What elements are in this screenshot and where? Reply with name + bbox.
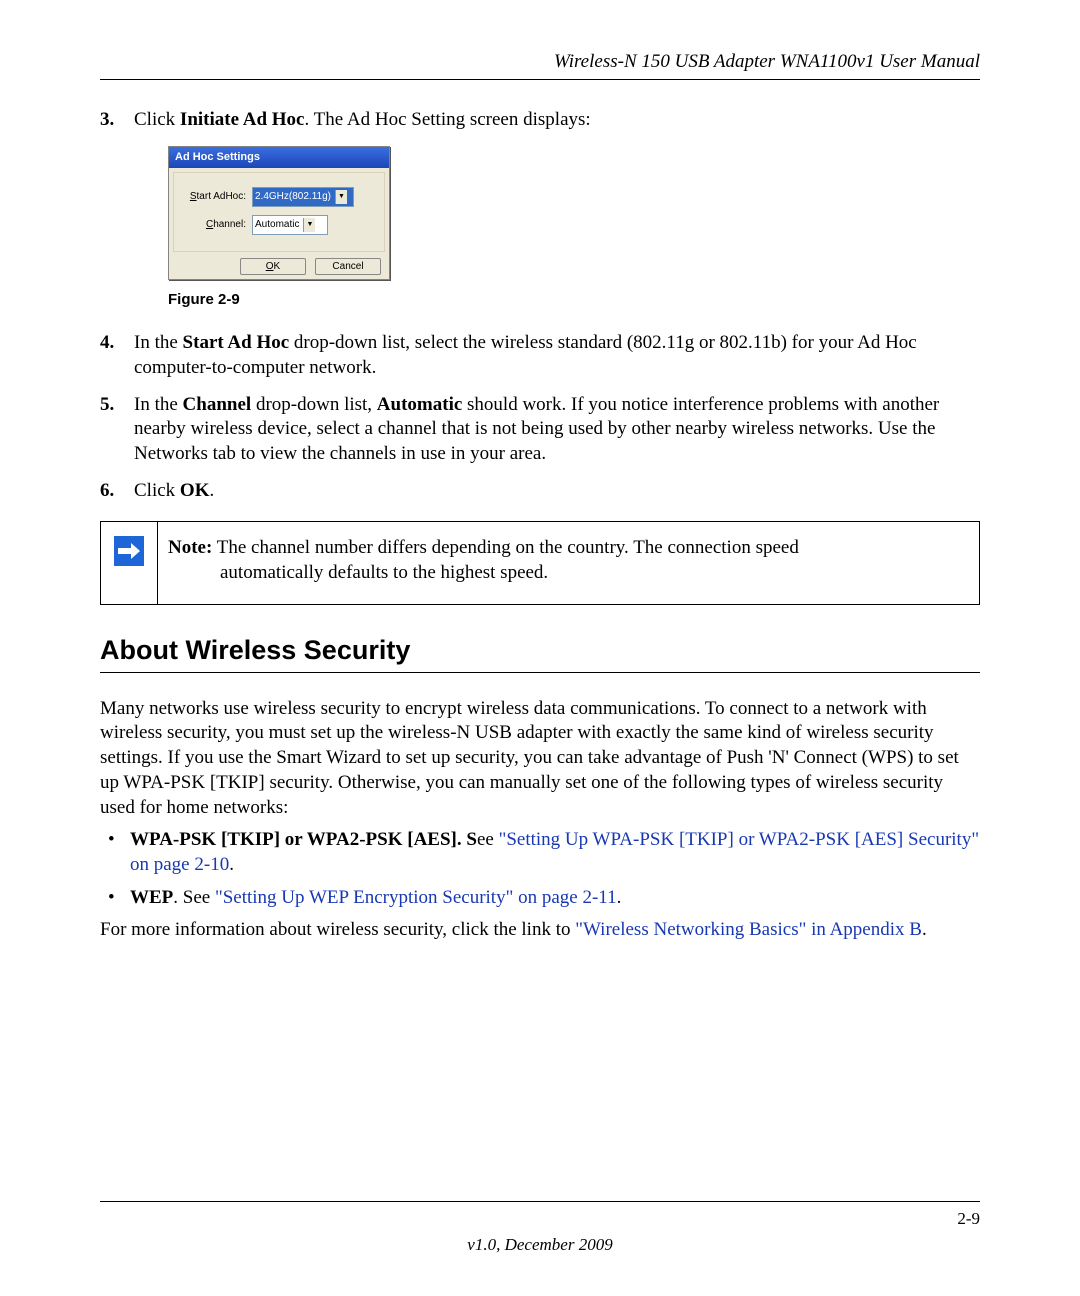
bullet-wep: WEP. See "Setting Up WEP Encryption Secu… <box>100 886 980 911</box>
step-5-t2: drop-down list, <box>251 394 377 415</box>
header-title: Wireless-N 150 USB Adapter WNA1100v1 Use… <box>100 50 980 75</box>
step-5: 5. In the Channel drop-down list, Automa… <box>100 393 980 467</box>
ok-button[interactable]: OK <box>240 258 306 275</box>
step-6: 6. Click OK. <box>100 479 980 504</box>
step-6-b1: OK <box>180 480 210 501</box>
step-3-post: . The Ad Hoc Setting screen displays: <box>304 109 590 130</box>
step-5-b1: Channel <box>183 394 252 415</box>
step-3-bold: Initiate Ad Hoc <box>180 109 305 130</box>
channel-value: Automatic <box>255 218 299 231</box>
footer-rule <box>100 1201 980 1202</box>
footer: 2-9 v1.0, December 2009 <box>100 1201 980 1256</box>
section-para2: For more information about wireless secu… <box>100 918 980 943</box>
step-4-b1: Start Ad Hoc <box>183 332 290 353</box>
section-para1: Many networks use wireless security to e… <box>100 697 980 820</box>
dropdown-icon: ▼ <box>303 218 315 232</box>
cancel-button[interactable]: Cancel <box>315 258 381 275</box>
arrow-right-icon <box>114 536 144 566</box>
para2-a: For more information about wireless secu… <box>100 919 575 940</box>
note-text: Note: The channel number differs dependi… <box>158 522 823 603</box>
bullet-wpa: WPA-PSK [TKIP] or WPA2-PSK [AES]. See "S… <box>100 828 980 877</box>
channel-label: Channel: <box>184 218 246 231</box>
step-3: 3. Click Initiate Ad Hoc. The Ad Hoc Set… <box>100 108 980 309</box>
start-adhoc-select[interactable]: 2.4GHz(802.11g) ▼ <box>252 187 354 207</box>
para2-b: . <box>922 919 927 940</box>
step-3-num: 3. <box>100 108 114 133</box>
note-icon-cell <box>101 522 158 603</box>
dialog-titlebar: Ad Hoc Settings <box>169 147 389 167</box>
step-4-t1: In the <box>134 332 183 353</box>
bullet-wpa-txt: ee <box>477 829 499 850</box>
adhoc-dialog: Ad Hoc Settings SStart AdHoc:tart AdHoc:… <box>168 146 390 279</box>
step-4-num: 4. <box>100 331 114 356</box>
note-line2: automatically defaults to the highest sp… <box>168 561 799 586</box>
figure-caption: Figure 2-9 <box>168 290 980 310</box>
bullet-wep-bold: WEP <box>130 887 173 908</box>
step-3-pre: Click <box>134 109 180 130</box>
channel-select[interactable]: Automatic ▼ <box>252 215 328 235</box>
step-4: 4. In the Start Ad Hoc drop-down list, s… <box>100 331 980 380</box>
para2-link[interactable]: "Wireless Networking Basics" in Appendix… <box>575 919 922 940</box>
start-adhoc-label: SStart AdHoc:tart AdHoc: <box>184 190 246 203</box>
footer-page-number: 2-9 <box>100 1208 980 1230</box>
header-rule <box>100 79 980 80</box>
step-5-num: 5. <box>100 393 114 418</box>
bullet-wep-end: . <box>617 887 622 908</box>
step-5-t1: In the <box>134 394 183 415</box>
bullet-wpa-bold: WPA-PSK [TKIP] or WPA2-PSK [AES]. S <box>130 829 477 850</box>
step-6-t1: Click <box>134 480 180 501</box>
dropdown-icon: ▼ <box>335 190 347 204</box>
section-heading: About Wireless Security <box>100 633 980 668</box>
bullet-wpa-end: . <box>229 854 234 875</box>
step-6-num: 6. <box>100 479 114 504</box>
note-box: Note: The channel number differs dependi… <box>100 521 980 604</box>
note-bold: Note: <box>168 537 212 558</box>
footer-version: v1.0, December 2009 <box>100 1234 980 1256</box>
section-rule <box>100 672 980 673</box>
step-6-t2: . <box>209 480 214 501</box>
step-5-b2: Automatic <box>377 394 462 415</box>
bullet-wep-txt: . See <box>173 887 215 908</box>
start-adhoc-value: 2.4GHz(802.11g) <box>255 190 331 203</box>
note-line1: The channel number differs depending on … <box>212 537 799 558</box>
bullet-wep-link[interactable]: "Setting Up WEP Encryption Security" on … <box>215 887 617 908</box>
